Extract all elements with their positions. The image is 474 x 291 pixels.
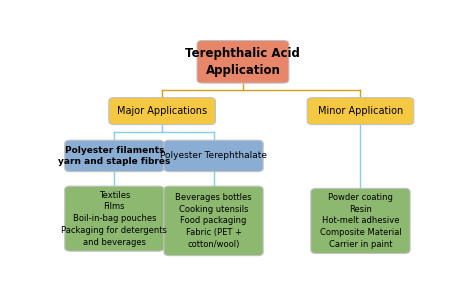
FancyBboxPatch shape bbox=[65, 186, 164, 251]
Text: Textiles
Films
Boil-in-bag pouches
Packaging for detergents
and beverages: Textiles Films Boil-in-bag pouches Packa… bbox=[62, 191, 167, 247]
Text: Polyester Terephthalate: Polyester Terephthalate bbox=[160, 151, 267, 160]
FancyBboxPatch shape bbox=[109, 98, 215, 125]
FancyBboxPatch shape bbox=[311, 188, 410, 253]
FancyBboxPatch shape bbox=[307, 98, 414, 125]
FancyBboxPatch shape bbox=[65, 140, 164, 172]
FancyBboxPatch shape bbox=[164, 186, 263, 255]
Text: Terephthalic Acid
Application: Terephthalic Acid Application bbox=[185, 47, 301, 77]
FancyBboxPatch shape bbox=[197, 40, 289, 83]
Text: Major Applications: Major Applications bbox=[117, 106, 207, 116]
Text: Polyester filaments
yarn and staple fibres: Polyester filaments yarn and staple fibr… bbox=[58, 146, 171, 166]
Text: Minor Application: Minor Application bbox=[318, 106, 403, 116]
Text: Powder coating
Resin
Hot-melt adhesive
Composite Material
Carrier in paint: Powder coating Resin Hot-melt adhesive C… bbox=[319, 193, 401, 249]
Text: Beverages bottles
Cooking utensils
Food packaging
Fabric (PET +
cotton/wool): Beverages bottles Cooking utensils Food … bbox=[175, 193, 252, 249]
FancyBboxPatch shape bbox=[164, 140, 263, 172]
